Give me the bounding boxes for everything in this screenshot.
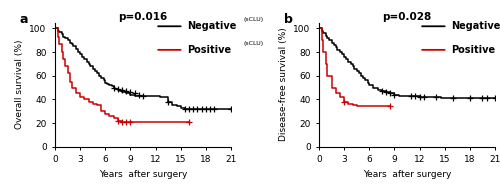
- X-axis label: Years  after surgery: Years after surgery: [99, 170, 187, 179]
- Text: Positive: Positive: [187, 45, 231, 55]
- Text: (sCLU): (sCLU): [244, 17, 264, 22]
- Text: Negative: Negative: [187, 21, 236, 31]
- Text: a: a: [20, 13, 28, 26]
- Text: (sCLU): (sCLU): [244, 41, 264, 45]
- Title: p=0.016: p=0.016: [118, 12, 168, 22]
- Text: b: b: [284, 13, 292, 26]
- Text: Positive: Positive: [451, 45, 495, 55]
- Y-axis label: Overall survival (%): Overall survival (%): [15, 40, 24, 129]
- Text: Negative: Negative: [451, 21, 500, 31]
- X-axis label: Years  after surgery: Years after surgery: [363, 170, 451, 179]
- Title: p=0.028: p=0.028: [382, 12, 432, 22]
- Y-axis label: Disease-free survival (%): Disease-free survival (%): [279, 28, 288, 142]
